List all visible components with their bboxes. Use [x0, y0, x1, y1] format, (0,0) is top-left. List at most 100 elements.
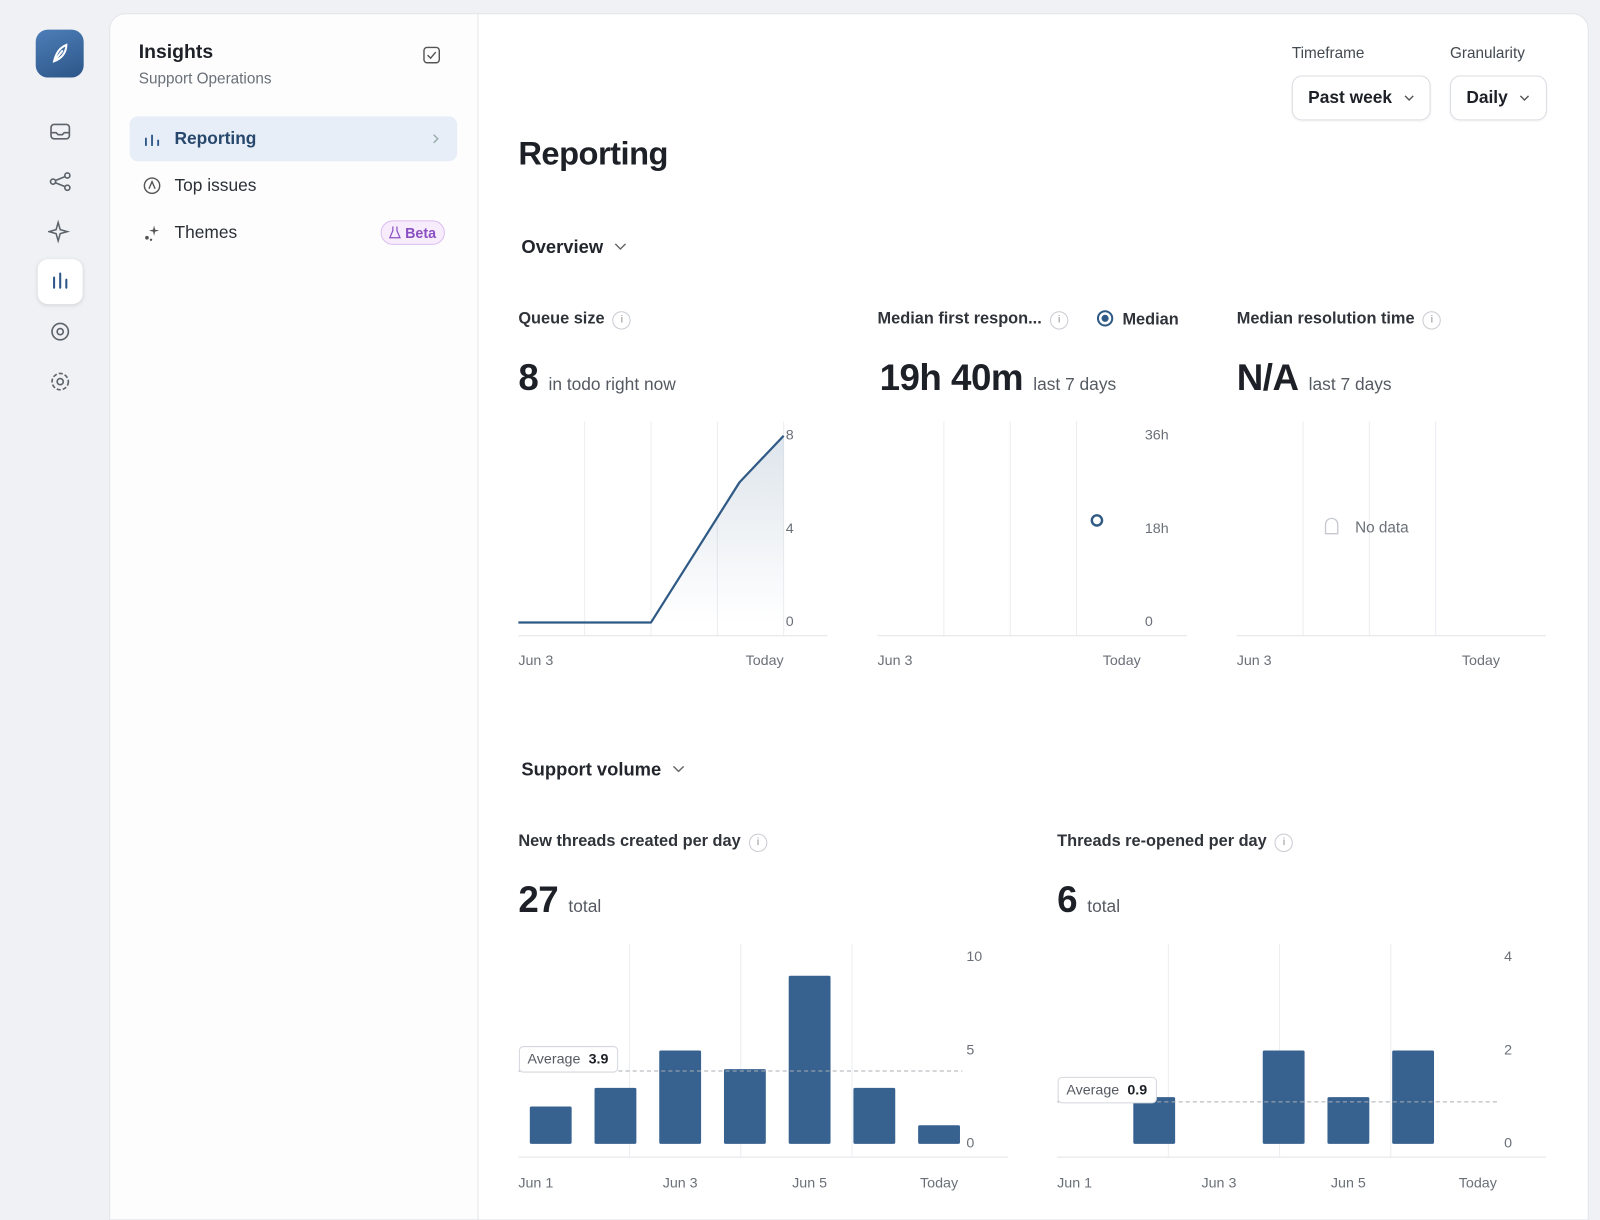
checkbox-icon[interactable]: [422, 46, 440, 64]
nav-item[interactable]: Top issues: [130, 163, 458, 208]
rail-active[interactable]: [37, 259, 83, 305]
chart-title-row: Queue size i: [518, 309, 632, 330]
x-tick-label: Today: [746, 653, 785, 669]
legend[interactable]: Median: [1096, 309, 1179, 330]
x-tick-label: Today: [1459, 1175, 1498, 1191]
stat-row: 27 total: [518, 878, 602, 928]
x-tick-label: Jun 1: [1057, 1175, 1092, 1191]
filter-value: Past week: [1308, 87, 1393, 108]
bar: [723, 1069, 766, 1144]
bar: [1133, 1097, 1176, 1144]
stat: 27: [518, 878, 559, 921]
info-icon[interactable]: i: [1049, 311, 1069, 330]
filter-select[interactable]: Daily: [1449, 75, 1547, 121]
filter-label: Timeframe: [1291, 44, 1365, 63]
stat-row: 19h 40m last 7 days: [880, 357, 1117, 405]
y-tick-label: 0: [786, 614, 794, 630]
sparkle-icon[interactable]: [47, 219, 72, 244]
stat-note: in todo right now: [548, 374, 676, 394]
y-tick-label: 0: [966, 1136, 974, 1152]
chevron: [1519, 95, 1530, 102]
nav-label: Top issues: [174, 175, 257, 195]
bar: [788, 975, 831, 1144]
bar: [853, 1087, 896, 1144]
stat-row: N/A last 7 days: [1237, 357, 1392, 405]
average-value: 3.9: [589, 1052, 609, 1068]
nav-icon: [143, 177, 161, 195]
sidebar-subtitle: Support Operations: [138, 70, 272, 88]
x-tick-label: Jun 3: [518, 653, 553, 669]
chart-title: Threads re-opened per day: [1057, 832, 1267, 850]
stat-row: 6 total: [1057, 878, 1121, 928]
share-icon[interactable]: [48, 169, 72, 193]
section-title[interactable]: Support volume: [521, 758, 685, 780]
y-tick-label: 10: [966, 949, 982, 965]
logo[interactable]: [35, 29, 84, 78]
logo-icon: [52, 43, 68, 63]
line: [518, 434, 785, 624]
nav-label: Reporting: [174, 128, 257, 148]
radio: [1096, 310, 1114, 327]
info-icon[interactable]: i: [1422, 311, 1442, 330]
y-tick-label: 8: [786, 427, 794, 443]
x-tick-label: Jun 5: [1331, 1175, 1366, 1191]
stat-note: total: [568, 896, 602, 917]
chart-title: New threads created per day: [518, 832, 741, 850]
x-tick-label: Jun 3: [663, 1175, 698, 1191]
nav-item[interactable]: Themes Beta: [130, 210, 458, 255]
nav-item[interactable]: Reporting: [129, 116, 458, 162]
average-box: [518, 1046, 619, 1073]
y-tick-label: 2: [1504, 1042, 1512, 1058]
nav-icon: [145, 225, 160, 242]
bar: [659, 1050, 702, 1144]
info-icon[interactable]: i: [612, 311, 632, 330]
y-tick-label: 18h: [1145, 521, 1169, 537]
chart-title: Queue size: [518, 310, 605, 328]
legend-label: Median: [1122, 311, 1179, 329]
chart-title-row: Threads re-opened per day i: [1057, 832, 1294, 853]
average-box: [1057, 1076, 1157, 1104]
stat-note: total: [1087, 896, 1121, 917]
x-tick-label: Jun 5: [792, 1175, 827, 1191]
no-data-icon: [1324, 517, 1339, 535]
section-title[interactable]: Overview: [521, 236, 627, 258]
stat-row: 8 in todo right now: [518, 357, 675, 405]
info-icon[interactable]: i: [1274, 833, 1294, 853]
chart-title: Median first respon...: [877, 310, 1042, 328]
chevron: [614, 243, 627, 250]
chart-title-row: Median first respon... i: [877, 309, 1069, 330]
y-tick-label: 4: [786, 521, 794, 537]
info-icon[interactable]: i: [748, 833, 768, 853]
y-tick-label: 36h: [1145, 427, 1169, 443]
y-tick-label: 0: [1504, 1136, 1512, 1152]
chevron: [433, 134, 439, 144]
stat: 6: [1057, 878, 1078, 921]
bar: [594, 1087, 637, 1144]
x-tick-label: Today: [1462, 653, 1501, 669]
x-tick-label: Today: [920, 1175, 959, 1191]
x-tick-label: Today: [1103, 653, 1142, 669]
chart-icon: [53, 272, 68, 289]
filter-select[interactable]: Past week: [1291, 75, 1431, 121]
x-tick-label: Jun 3: [878, 653, 913, 669]
target-icon[interactable]: [48, 319, 72, 343]
bar: [1327, 1097, 1370, 1144]
nav-label: Themes: [174, 222, 238, 242]
average-label: Average: [1066, 1082, 1119, 1098]
sidebar-title: Insights: [138, 41, 214, 64]
area: [518, 435, 784, 623]
bar: [529, 1106, 572, 1144]
y-tick-label: 0: [1145, 614, 1153, 630]
inbox-icon[interactable]: [48, 119, 72, 143]
settings-icon[interactable]: [48, 369, 72, 393]
chevron: [672, 765, 685, 773]
stat: N/A: [1236, 356, 1299, 398]
y-tick-label: 5: [966, 1042, 974, 1058]
filter-value: Daily: [1466, 87, 1508, 108]
beta-badge: Beta: [380, 220, 445, 245]
chart-title: Median resolution time: [1236, 310, 1415, 328]
stat-note: last 7 days: [1033, 374, 1117, 394]
